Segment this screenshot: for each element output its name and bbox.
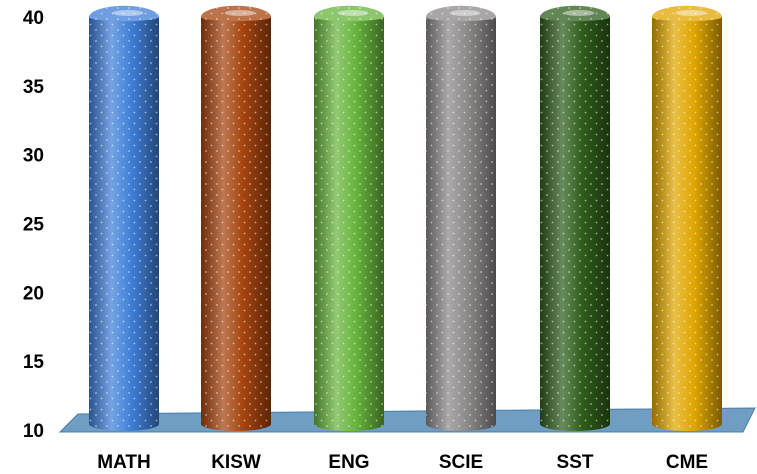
bar-math xyxy=(89,5,159,431)
bar-scie xyxy=(426,5,496,431)
x-tick-label: SST xyxy=(557,452,594,473)
x-tick-label: MATH xyxy=(97,452,150,473)
bar-cme xyxy=(652,5,722,431)
x-tick-label: KISW xyxy=(211,452,261,473)
y-tick-label: 35 xyxy=(23,77,45,98)
y-tick-label: 25 xyxy=(23,215,45,236)
y-tick-label: 10 xyxy=(23,421,44,442)
y-tick-label: 15 xyxy=(23,352,45,373)
x-tick-label: CME xyxy=(666,452,708,473)
y-tick-label: 40 xyxy=(23,8,44,29)
bar-eng xyxy=(314,5,384,431)
bar-sst xyxy=(540,5,610,431)
x-tick-label: ENG xyxy=(328,452,369,473)
chart-floor xyxy=(58,407,756,433)
bar-kisw xyxy=(201,5,271,431)
y-tick-label: 30 xyxy=(23,146,44,167)
x-tick-label: SCIE xyxy=(439,452,483,473)
y-tick-label: 20 xyxy=(23,283,44,304)
